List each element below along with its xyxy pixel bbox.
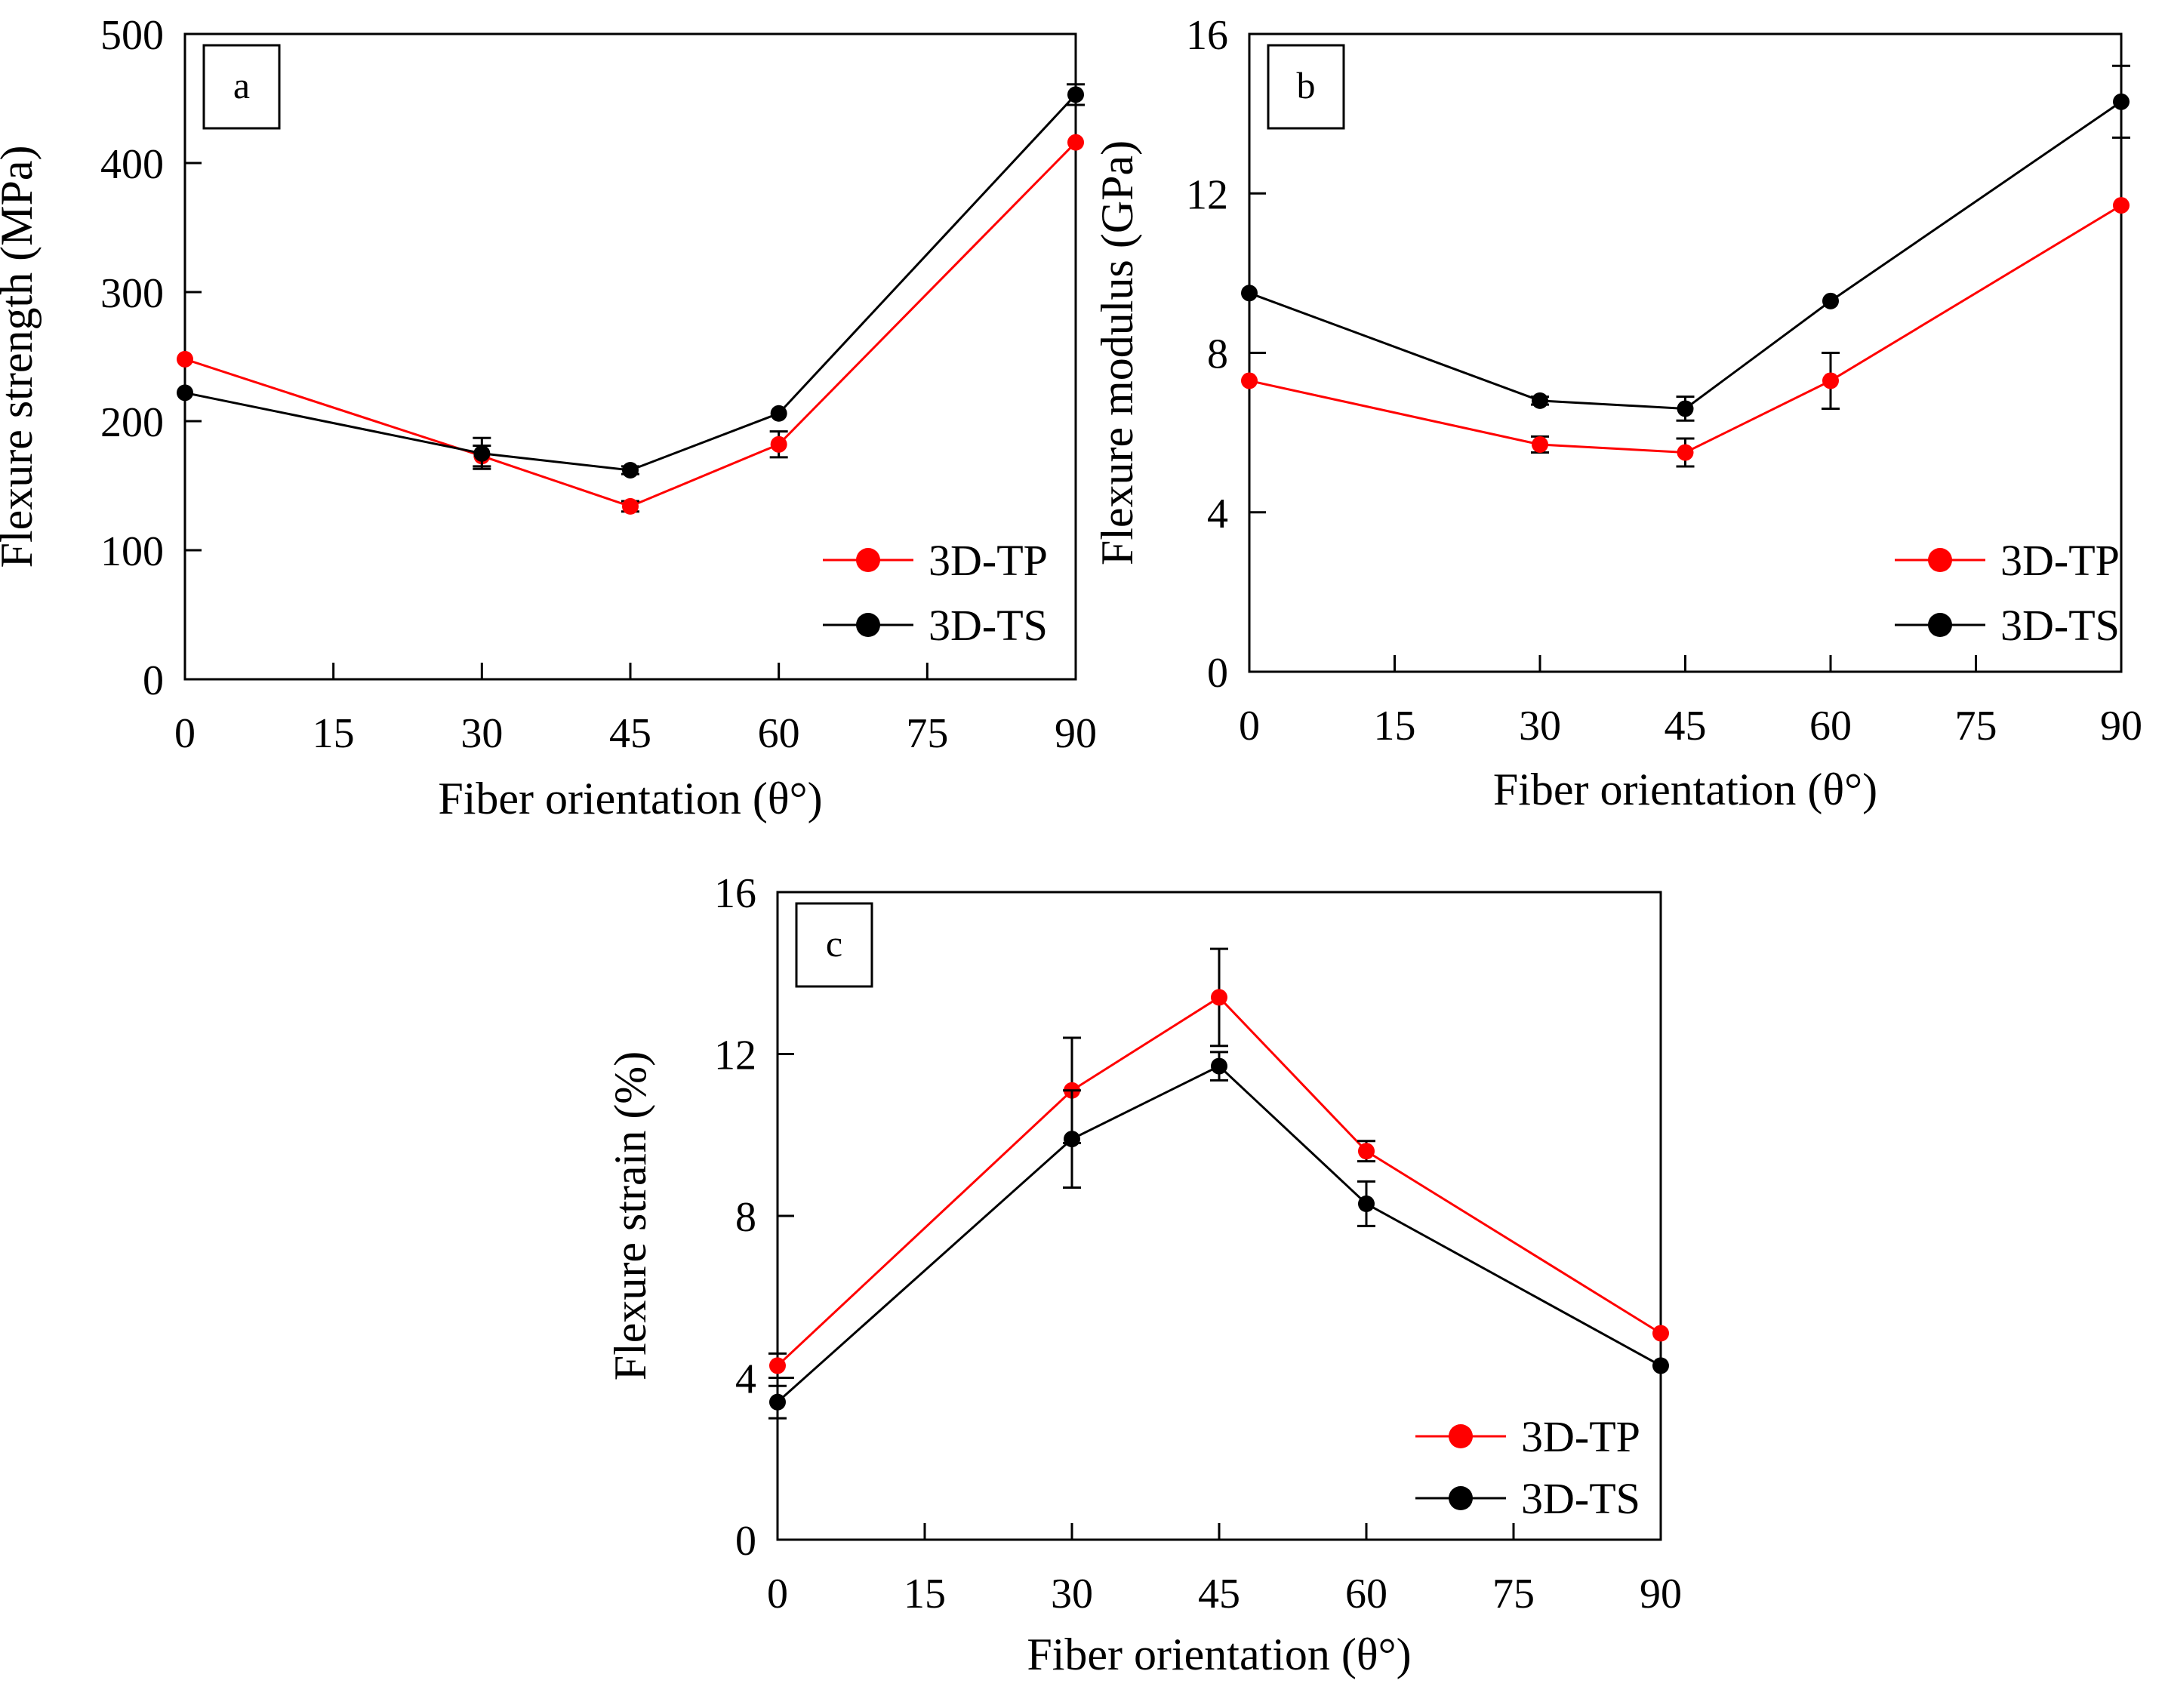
data-point <box>1532 435 1548 453</box>
legend-marker <box>1928 613 1952 637</box>
x-tick-label: 0 <box>1239 703 1260 749</box>
x-tick-label: 15 <box>313 710 355 757</box>
x-tick-label: 30 <box>1051 1571 1093 1617</box>
legend-marker <box>1449 1486 1473 1510</box>
chart-panel-b: 0 15 30 45 60 75 90 0 4 8 12 16 Fiber orientation (θ… <box>1092 12 2142 814</box>
x-tick-label: 45 <box>609 710 651 757</box>
y-tick-label: 16 <box>1186 12 1228 59</box>
x-tick-label: 30 <box>1519 703 1561 749</box>
x-tick-label: 90 <box>2100 703 2142 749</box>
data-point <box>1532 392 1548 409</box>
data-point <box>473 445 491 462</box>
legend-label: 3D-TP <box>1521 1412 1640 1461</box>
x-tick-label: 30 <box>460 710 503 757</box>
data-point <box>2113 93 2130 110</box>
data-point <box>1064 1131 1080 1148</box>
y-tick-label: 12 <box>714 1032 756 1079</box>
legend-label: 3D-TP <box>929 536 1048 585</box>
y-tick-label: 100 <box>100 528 164 575</box>
panel-label-box <box>1267 44 1345 130</box>
x-tick-label: 0 <box>767 1571 788 1617</box>
data-point <box>1677 444 1694 461</box>
y-tick-label: 4 <box>735 1356 756 1403</box>
data-point <box>177 384 193 402</box>
panel-label-box <box>795 902 873 988</box>
x-tick-label: 45 <box>1198 1571 1240 1617</box>
y-tick-label: 0 <box>143 657 164 704</box>
panel-label-box <box>202 44 281 130</box>
legend-label: 3D-TS <box>2000 601 2120 650</box>
chart-panel-c: 0 15 30 45 60 75 90 0 4 8 12 16 Fiber orientation (θ… <box>605 870 1682 1679</box>
y-tick-label: 12 <box>1186 171 1228 218</box>
y-tick-label: 4 <box>1207 491 1228 537</box>
data-point <box>1241 372 1258 389</box>
x-tick-label: 45 <box>1665 703 1707 749</box>
data-point <box>1822 372 1839 389</box>
y-tick-label: 8 <box>735 1194 756 1241</box>
data-point <box>1677 400 1694 417</box>
legend-marker <box>856 613 880 637</box>
data-point <box>1358 1143 1375 1160</box>
data-point <box>1822 292 1839 309</box>
series-3d-ts <box>177 83 1085 479</box>
x-axis-title: Fiber orientation (θ°) <box>1493 765 1877 814</box>
x-tick-label: 60 <box>1809 703 1852 749</box>
series-3d-ts <box>768 1051 1669 1420</box>
panel-label: a <box>233 64 250 106</box>
legend-label: 3D-TP <box>2000 536 2120 585</box>
y-tick-label: 8 <box>1207 331 1228 378</box>
x-axis-title: Fiber orientation (θ°) <box>438 774 822 823</box>
series-3d-tp <box>1241 197 2130 468</box>
x-tick-label: 90 <box>1640 1571 1682 1617</box>
x-tick-label: 90 <box>1055 710 1097 757</box>
y-tick-label: 500 <box>100 12 164 59</box>
data-point <box>2113 197 2130 214</box>
y-tick-label: 16 <box>714 870 756 917</box>
data-point <box>769 1393 786 1411</box>
data-point <box>1241 285 1258 302</box>
data-point <box>1211 989 1227 1006</box>
data-point <box>1067 86 1084 103</box>
y-tick-label: 0 <box>735 1518 756 1565</box>
data-point <box>1652 1325 1669 1342</box>
data-point <box>1211 1057 1227 1075</box>
x-tick-label: 60 <box>1345 1571 1387 1617</box>
series-3d-tp <box>768 947 1669 1379</box>
x-tick-label: 75 <box>906 710 948 757</box>
data-point <box>177 350 193 368</box>
x-tick-label: 75 <box>1492 1571 1535 1617</box>
x-tick-label: 0 <box>174 710 196 757</box>
legend-marker <box>856 548 880 572</box>
legend-label: 3D-TS <box>1521 1474 1640 1523</box>
x-tick-label: 60 <box>758 710 800 757</box>
data-point <box>770 405 787 422</box>
y-tick-label: 300 <box>100 270 164 317</box>
data-point <box>1652 1357 1669 1374</box>
x-tick-label: 15 <box>1374 703 1416 749</box>
legend-marker <box>1928 548 1952 572</box>
panel-label: c <box>826 922 842 965</box>
data-point <box>1067 134 1084 151</box>
data-point <box>769 1357 786 1374</box>
y-tick-label: 200 <box>100 399 164 446</box>
panel-label: b <box>1297 64 1316 106</box>
data-point <box>622 461 639 479</box>
y-axis-title: Flexure strain (%) <box>605 1051 655 1381</box>
legend-label: 3D-TS <box>929 601 1048 650</box>
data-point <box>770 435 787 453</box>
data-point <box>1358 1195 1375 1212</box>
legend-marker <box>1449 1424 1473 1448</box>
series-3d-ts <box>1241 64 2130 422</box>
y-axis-title: Flexure strength (MPa) <box>0 146 42 568</box>
x-tick-label: 75 <box>1955 703 1997 749</box>
y-tick-label: 0 <box>1207 650 1228 697</box>
chart-panel-a: 0 15 30 45 60 75 90 0 100 200 300 400 500 Fiber orien… <box>0 12 1097 823</box>
y-axis-title: Flexure modulus (GPa) <box>1092 140 1142 565</box>
x-tick-label: 15 <box>904 1571 946 1617</box>
x-axis-title: Fiber orientation (θ°) <box>1027 1630 1411 1679</box>
y-tick-label: 400 <box>100 141 164 188</box>
data-point <box>622 497 639 515</box>
